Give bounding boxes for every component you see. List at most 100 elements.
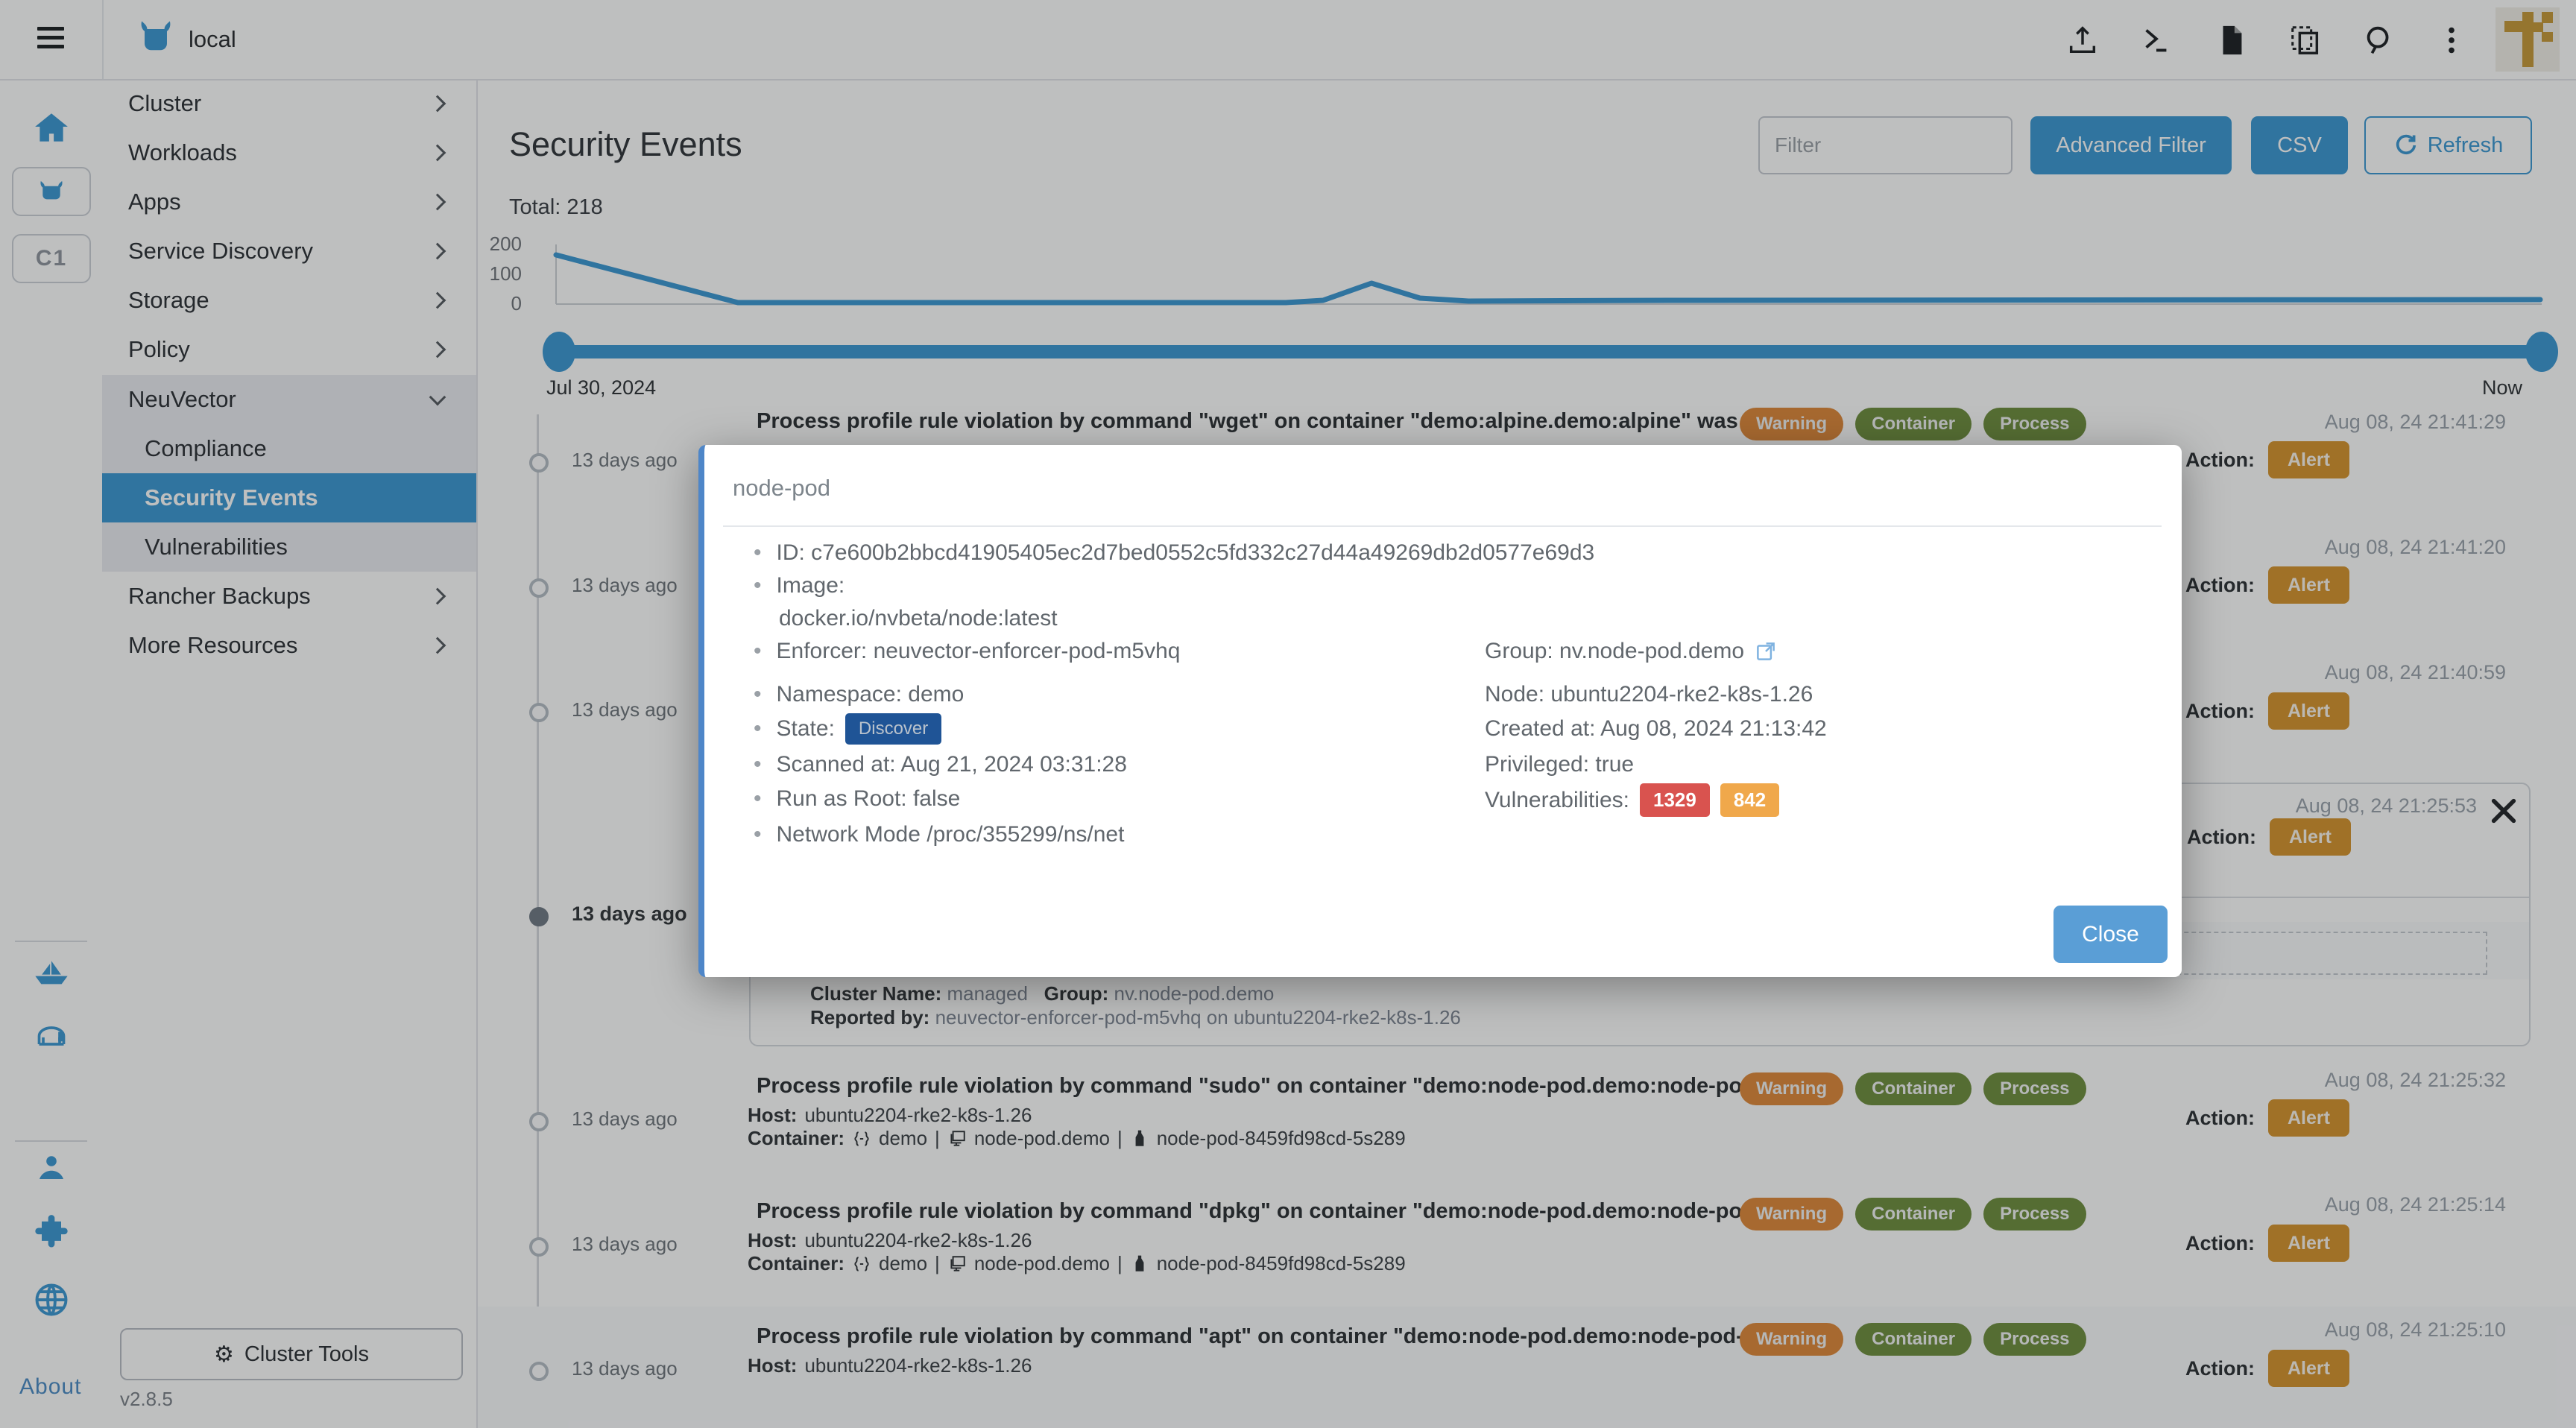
namespace-icon <box>854 1131 869 1146</box>
search-icon[interactable] <box>2362 23 2396 57</box>
cluster-c1-button[interactable]: C1 <box>12 234 91 283</box>
cluster-group-line: Cluster Name: managed Group: nv.node-pod… <box>810 982 1275 1005</box>
neuvector-bull-logo <box>134 18 177 61</box>
extensions-puzzle-icon[interactable] <box>0 1213 102 1252</box>
kebab-menu-icon[interactable] <box>2434 23 2469 57</box>
timeline-dot <box>529 1362 549 1381</box>
advanced-filter-button[interactable]: Advanced Filter <box>2030 116 2232 174</box>
event-action: Action: Alert <box>2185 1099 2349 1137</box>
event-timestamp: Aug 08, 24 21:25:32 <box>2324 1069 2506 1091</box>
sidebar-item-service-discovery[interactable]: Service Discovery <box>102 227 476 276</box>
modal-title: node-pod <box>733 475 831 501</box>
service-link[interactable]: node-pod.demo <box>973 1252 1110 1274</box>
event-timestamp: Aug 08, 24 21:25:14 <box>2324 1193 2506 1216</box>
severity-badge: Warning <box>1740 1323 1844 1356</box>
service-link[interactable]: node-pod.demo <box>973 1127 1110 1149</box>
version-label: v2.8.5 <box>120 1388 173 1410</box>
sidebar-item-compliance[interactable]: Compliance <box>145 435 267 461</box>
page-title: Security Events <box>509 125 742 163</box>
fleet-icon[interactable] <box>0 955 102 988</box>
slider-handle-start[interactable] <box>543 332 575 372</box>
hamburger-menu-icon[interactable] <box>37 22 64 54</box>
cluster-sidebar: Cluster Workloads Apps Service Discovery… <box>102 79 478 1428</box>
y-tick-0: 0 <box>511 292 522 315</box>
event-row-hover-highlight <box>478 1307 2576 1428</box>
event-host-line: Host: ubuntu2204-rke2-k8s-1.26 <box>748 1354 1032 1377</box>
event-action: Action: Alert <box>2187 818 2351 856</box>
sidebar-item-rancher-backups[interactable]: Rancher Backups <box>102 572 476 621</box>
category-badge: Process <box>1983 1072 2086 1105</box>
field-privileged: Privileged: true <box>1485 752 1635 777</box>
topbar-divider <box>102 0 104 79</box>
category-badge: Process <box>1983 1198 2086 1230</box>
severity-badge: Warning <box>1740 1072 1844 1105</box>
home-icon[interactable] <box>0 109 102 146</box>
sidebar-item-storage[interactable]: Storage <box>102 276 476 325</box>
globe-icon[interactable] <box>0 1280 102 1319</box>
event-container-line: Container: demo | node-pod.demo | node-p… <box>748 1127 1406 1149</box>
group-link[interactable]: nv.node-pod.demo <box>1114 982 1275 1005</box>
field-state: • State: Discover <box>754 713 942 745</box>
csv-button[interactable]: CSV <box>2251 116 2348 174</box>
sidebar-item-apps[interactable]: Apps <box>102 177 476 227</box>
slider-handle-end[interactable] <box>2525 332 2558 372</box>
close-icon[interactable] <box>2489 796 2519 826</box>
field-node: Node: ubuntu2204-rke2-k8s-1.26 <box>1485 682 1813 707</box>
sidebar-item-security-events[interactable]: Security Events <box>102 473 476 522</box>
event-host-line: Host: ubuntu2204-rke2-k8s-1.26 <box>748 1229 1032 1251</box>
field-enforcer: • Enforcer: neuvector-enforcer-pod-m5vhq <box>754 639 1181 663</box>
state-discover-badge: Discover <box>845 713 942 745</box>
sidebar-item-workloads[interactable]: Workloads <box>102 128 476 177</box>
download-kubeconfig-icon[interactable] <box>2214 23 2249 57</box>
severity-badge: Warning <box>1740 1198 1844 1230</box>
timeline-dot <box>529 453 549 473</box>
event-title[interactable]: Process profile rule violation by comman… <box>748 409 1787 434</box>
sidebar-item-neuvector[interactable]: NeuVector <box>102 375 476 424</box>
close-button[interactable]: Close <box>2053 906 2168 963</box>
gear-icon: ⚙ <box>214 1342 234 1367</box>
import-yaml-icon[interactable] <box>2065 23 2100 57</box>
alert-badge: Alert <box>2267 1350 2349 1387</box>
event-relative-time: 13 days ago <box>572 574 678 596</box>
event-badges: Warning Container Process <box>1740 408 2086 440</box>
filter-input[interactable] <box>1758 116 2012 174</box>
event-relative-time: 13 days ago <box>572 1357 678 1380</box>
refresh-button[interactable]: Refresh <box>2364 116 2532 174</box>
field-run-as-root: • Run as Root: false <box>754 786 961 811</box>
field-id: • ID: c7e600b2bbcd41905405ec2d7bed0552c5f… <box>754 540 1595 565</box>
time-range-slider[interactable] <box>552 345 2546 358</box>
reported-by-line: Reported by: neuvector-enforcer-pod-m5vh… <box>810 1006 1461 1029</box>
copy-kubeconfig-icon[interactable] <box>2288 23 2323 57</box>
event-title[interactable]: Process profile rule violation by comman… <box>748 1324 1773 1349</box>
sidebar-item-more-resources[interactable]: More Resources <box>102 621 476 670</box>
y-tick-100: 100 <box>489 262 522 285</box>
event-timestamp: Aug 08, 24 21:40:59 <box>2324 661 2506 683</box>
pod-detail-modal: node-pod • ID: c7e600b2bbcd41905405ec2d7b… <box>698 445 2182 977</box>
field-group: Group: nv.node-pod.demo <box>1485 639 1777 664</box>
event-host-line: Host: ubuntu2204-rke2-k8s-1.26 <box>748 1104 1032 1126</box>
user-avatar[interactable] <box>2496 7 2560 72</box>
harvester-icon[interactable] <box>0 1020 102 1052</box>
event-title[interactable]: Process profile rule violation by comman… <box>748 1199 1781 1224</box>
about-link[interactable]: About <box>19 1374 82 1399</box>
external-link-icon[interactable] <box>1755 640 1777 663</box>
cluster-tools-button[interactable]: ⚙ Cluster Tools <box>120 1328 463 1380</box>
event-action: Action: Alert <box>2185 1350 2349 1387</box>
timeline-dot <box>529 703 549 722</box>
event-action: Action: Alert <box>2185 441 2349 478</box>
sidebar-item-cluster[interactable]: Cluster <box>102 79 476 128</box>
kubectl-shell-icon[interactable] <box>2139 23 2174 57</box>
rail-divider <box>15 941 87 942</box>
user-icon[interactable] <box>0 1151 102 1187</box>
field-image-value: docker.io/nvbeta/node:latest <box>779 606 1058 631</box>
cluster-manager-button[interactable] <box>12 167 91 216</box>
sidebar-item-vulnerabilities[interactable]: Vulnerabilities <box>145 534 288 560</box>
event-timestamp: Aug 08, 24 21:25:10 <box>2324 1318 2506 1341</box>
location-badge: Container <box>1855 408 1972 440</box>
event-title[interactable]: Process profile rule violation by comman… <box>748 1074 1781 1099</box>
event-action: Action: Alert <box>2185 1225 2349 1262</box>
sidebar-item-policy[interactable]: Policy <box>102 325 476 374</box>
location-badge: Container <box>1855 1198 1972 1230</box>
service-icon <box>950 1130 965 1146</box>
category-badge: Process <box>1983 1323 2086 1356</box>
